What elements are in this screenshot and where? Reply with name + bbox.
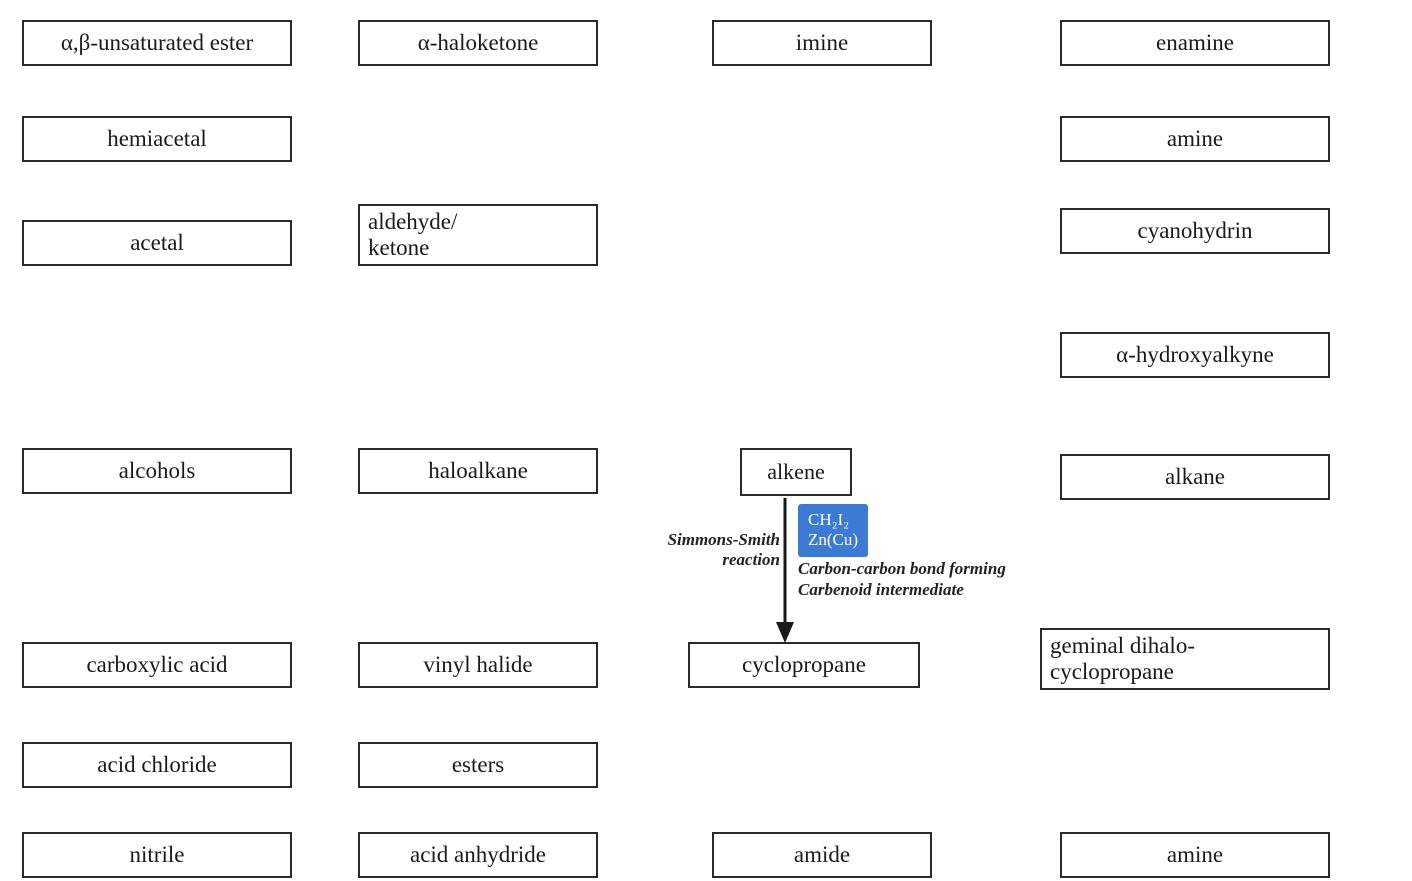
arrow-alkene-to-cyclopropane <box>0 0 1412 881</box>
reaction-name-label: Simmons-Smithreaction <box>640 530 780 571</box>
reagent-chip[interactable]: CH₂I₂Zn(Cu) <box>798 504 868 557</box>
reaction-notes: Carbon-carbon bond formingCarbenoid inte… <box>798 558 1006 601</box>
